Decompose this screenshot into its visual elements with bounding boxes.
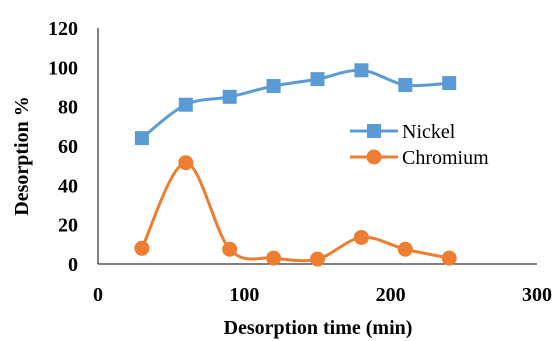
plot-area — [134, 63, 457, 267]
y-tick-label: 40 — [58, 175, 78, 197]
chromium-point — [353, 229, 369, 245]
nickel-point — [222, 89, 237, 104]
nickel-point — [442, 76, 457, 91]
legend-label: Chromium — [402, 147, 489, 169]
nickel-point — [398, 78, 413, 93]
x-tick-label: 300 — [522, 284, 552, 306]
chromium-point — [222, 241, 238, 257]
axes — [97, 28, 537, 265]
chromium-point — [134, 240, 150, 256]
nickel-point — [134, 131, 149, 146]
legend-item-chromium: Chromium — [350, 147, 489, 169]
nickel-point — [266, 79, 281, 94]
legend-label: Nickel — [402, 121, 456, 143]
chromium-series — [134, 155, 457, 267]
y-tick-label: 60 — [58, 136, 78, 158]
y-tick-label: 120 — [48, 18, 78, 40]
y-tick-labels: 0 20 40 60 80 100 120 — [48, 18, 78, 276]
legend-marker — [367, 124, 381, 138]
y-tick-label: 20 — [58, 215, 78, 237]
chromium-point — [310, 251, 325, 267]
x-tick-label: 0 — [93, 284, 103, 306]
nickel-point — [310, 72, 325, 87]
chromium-point — [178, 155, 194, 171]
nickel-point — [354, 63, 369, 78]
x-tick-label: 200 — [376, 284, 406, 306]
y-tick-label: 80 — [58, 97, 78, 119]
chromium-point — [397, 241, 413, 257]
x-tick-labels: 0 100 200 300 — [93, 284, 552, 306]
legend: Nickel Chromium — [350, 121, 489, 169]
x-axis-title: Desorption time (min) — [224, 317, 413, 339]
nickel-point — [178, 97, 193, 112]
x-tick-label: 100 — [229, 284, 259, 306]
legend-marker — [366, 149, 382, 165]
y-tick-label: 0 — [68, 254, 78, 276]
nickel-series — [134, 63, 457, 146]
y-axis-title: Desorption % — [11, 96, 33, 215]
y-tick-label: 100 — [48, 57, 78, 79]
chromium-point — [266, 250, 282, 266]
legend-item-nickel: Nickel — [350, 121, 456, 143]
chromium-point — [441, 250, 457, 266]
